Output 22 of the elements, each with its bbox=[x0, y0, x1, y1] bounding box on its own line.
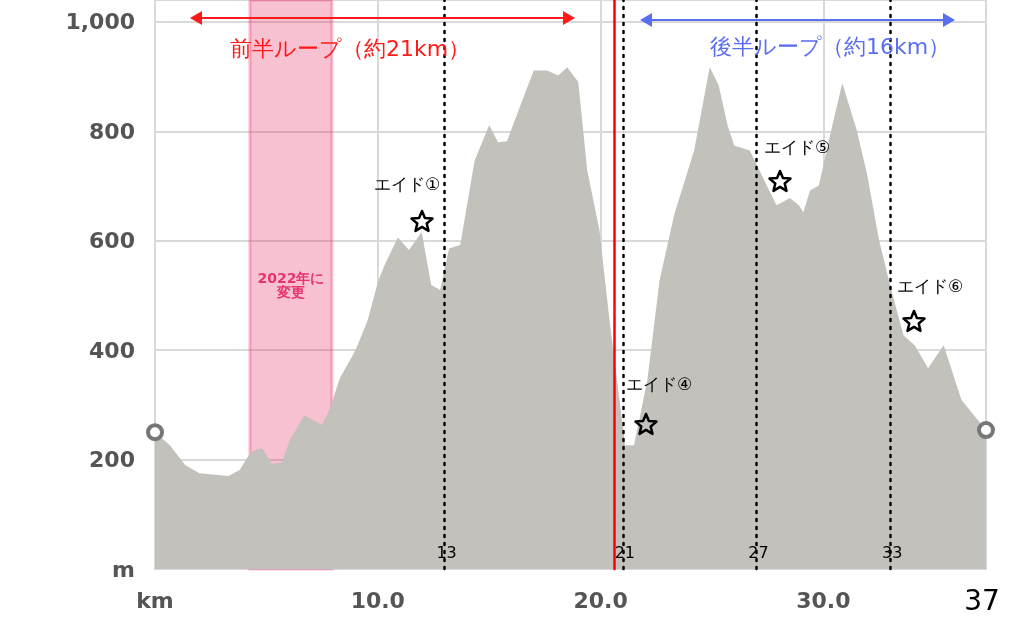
annotation: エイド① bbox=[373, 174, 441, 194]
y-tick-label: m bbox=[112, 556, 135, 582]
annotation: 後半ループ（約16km） bbox=[709, 34, 951, 59]
x-tick-label: 30.0 bbox=[796, 587, 851, 613]
y-tick-label: 800 bbox=[89, 118, 135, 144]
text: 37 bbox=[964, 584, 1000, 617]
annotation: エイド⑤ bbox=[763, 137, 831, 157]
annotation: エイド④ bbox=[625, 374, 693, 394]
ref-line-label: 33 bbox=[882, 542, 903, 562]
ref-line-label: 13 bbox=[436, 542, 457, 562]
y-tick-label: 400 bbox=[89, 337, 135, 363]
annotation: 前半ループ（約21km） bbox=[229, 36, 471, 61]
ref-line-label: 27 bbox=[748, 542, 769, 562]
y-tick-label: 200 bbox=[89, 447, 135, 473]
y-tick-label: 600 bbox=[89, 228, 135, 254]
ref-line-label: 21 bbox=[614, 542, 636, 562]
x-tick-label: 10.0 bbox=[350, 587, 405, 613]
band-label: 2022年に変更 bbox=[257, 269, 325, 300]
x-tick-label: 20.0 bbox=[573, 587, 628, 613]
x-tick-label: km bbox=[136, 587, 174, 613]
y-tick-label: 1,000 bbox=[65, 9, 135, 35]
annotation: エイド⑥ bbox=[896, 276, 964, 296]
